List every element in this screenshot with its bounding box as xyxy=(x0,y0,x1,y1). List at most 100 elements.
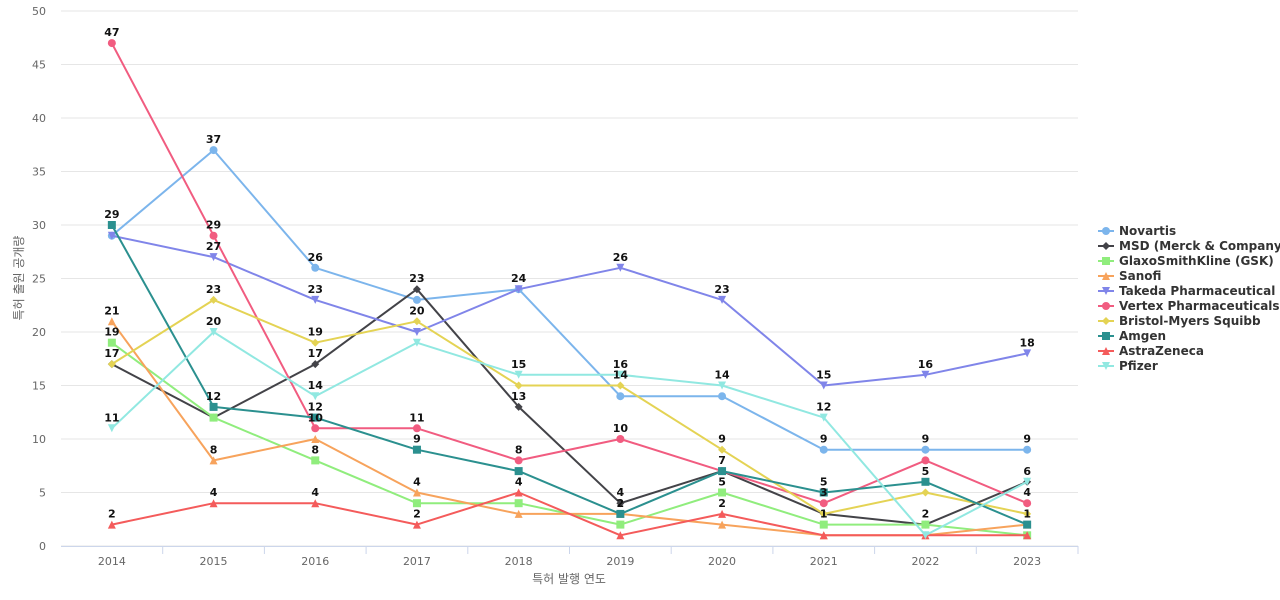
legend-item[interactable]: Sanofi xyxy=(1098,269,1161,283)
data-point[interactable] xyxy=(819,531,828,540)
data-point[interactable] xyxy=(718,381,727,390)
data-label: 23 xyxy=(409,272,424,285)
data-point[interactable] xyxy=(514,509,523,518)
data-point[interactable] xyxy=(311,456,320,465)
data-point[interactable] xyxy=(921,456,930,465)
legend-item[interactable]: AstraZeneca xyxy=(1098,344,1204,358)
data-point[interactable] xyxy=(819,445,828,454)
data-point[interactable] xyxy=(819,381,828,390)
data-point[interactable] xyxy=(819,413,828,422)
data-point[interactable] xyxy=(616,263,625,272)
data-point[interactable] xyxy=(209,231,218,240)
data-point[interactable] xyxy=(209,253,218,262)
data-point[interactable] xyxy=(514,467,523,476)
data-point[interactable] xyxy=(718,392,727,401)
data-point[interactable] xyxy=(819,499,828,508)
data-point[interactable] xyxy=(209,146,218,155)
data-point[interactable] xyxy=(1023,477,1032,486)
legend-item[interactable]: MSD (Merck & Company) xyxy=(1098,239,1280,253)
data-point[interactable] xyxy=(412,328,421,336)
data-point[interactable] xyxy=(921,477,930,486)
data-point[interactable] xyxy=(1023,499,1032,508)
data-point[interactable] xyxy=(514,370,523,379)
data-point[interactable] xyxy=(311,338,320,347)
data-point[interactable] xyxy=(311,424,320,433)
data-point[interactable] xyxy=(412,338,421,347)
data-point[interactable] xyxy=(616,392,625,401)
data-point[interactable] xyxy=(819,520,828,529)
data-point[interactable] xyxy=(616,435,625,443)
legend-swatch-marker xyxy=(1102,242,1110,250)
data-point[interactable] xyxy=(514,402,523,411)
data-label: 9 xyxy=(922,433,930,446)
data-point[interactable] xyxy=(921,531,930,540)
data-point[interactable] xyxy=(616,381,625,390)
data-point[interactable] xyxy=(412,499,421,508)
data-point[interactable] xyxy=(209,328,218,336)
legend-item[interactable]: Amgen xyxy=(1098,329,1166,343)
data-point[interactable] xyxy=(412,445,421,454)
data-point[interactable] xyxy=(1023,520,1032,529)
data-point[interactable] xyxy=(107,221,116,229)
data-point[interactable] xyxy=(616,520,625,529)
data-point[interactable] xyxy=(514,381,523,390)
data-point[interactable] xyxy=(209,295,218,304)
legend-item[interactable]: Bristol-Myers Squibb xyxy=(1098,314,1261,328)
data-point[interactable] xyxy=(107,360,116,369)
data-point[interactable] xyxy=(311,392,320,401)
data-point[interactable] xyxy=(819,488,828,497)
data-point[interactable] xyxy=(311,435,320,443)
data-point[interactable] xyxy=(819,509,828,518)
legend-item[interactable]: Novartis xyxy=(1098,224,1176,238)
legend-item[interactable]: GlaxoSmithKline (GSK) xyxy=(1098,254,1274,268)
data-label: 12 xyxy=(206,390,221,403)
data-point[interactable] xyxy=(107,39,116,48)
data-point[interactable] xyxy=(412,488,421,497)
legend-item[interactable]: Vertex Pharmaceuticals xyxy=(1098,299,1280,313)
data-point[interactable] xyxy=(718,445,727,454)
data-point[interactable] xyxy=(921,488,930,497)
data-point[interactable] xyxy=(412,520,421,529)
data-point[interactable] xyxy=(616,499,625,508)
data-point[interactable] xyxy=(514,456,523,465)
data-point[interactable] xyxy=(921,445,930,454)
legend-item[interactable]: Pfizer xyxy=(1098,359,1158,373)
data-point[interactable] xyxy=(209,402,218,411)
data-point[interactable] xyxy=(718,520,727,529)
data-point[interactable] xyxy=(412,424,421,433)
data-point[interactable] xyxy=(514,499,523,508)
data-point[interactable] xyxy=(718,509,727,518)
legend-item[interactable]: Takeda Pharmaceutical xyxy=(1098,284,1275,298)
data-point[interactable] xyxy=(107,424,116,433)
data-point[interactable] xyxy=(311,413,320,422)
data-point[interactable] xyxy=(209,456,218,465)
data-point[interactable] xyxy=(311,263,320,272)
data-point[interactable] xyxy=(718,295,727,304)
data-point[interactable] xyxy=(514,285,523,294)
data-point[interactable] xyxy=(311,499,320,508)
data-point[interactable] xyxy=(921,520,930,529)
data-point[interactable] xyxy=(107,317,116,326)
data-point[interactable] xyxy=(1023,531,1032,540)
data-point[interactable] xyxy=(107,338,116,347)
data-point[interactable] xyxy=(311,360,320,369)
data-point[interactable] xyxy=(1023,349,1032,358)
data-point[interactable] xyxy=(514,488,523,497)
data-point[interactable] xyxy=(107,520,116,529)
data-point[interactable] xyxy=(311,295,320,304)
data-point[interactable] xyxy=(718,467,727,476)
data-point[interactable] xyxy=(616,509,625,518)
data-point[interactable] xyxy=(616,370,625,379)
data-point[interactable] xyxy=(921,370,930,379)
data-point[interactable] xyxy=(412,285,421,294)
data-point[interactable] xyxy=(718,488,727,497)
data-point[interactable] xyxy=(412,295,421,304)
data-point[interactable] xyxy=(209,499,218,508)
data-point[interactable] xyxy=(1023,445,1032,454)
data-point[interactable] xyxy=(209,413,218,422)
data-point[interactable] xyxy=(1023,509,1032,518)
data-point[interactable] xyxy=(412,317,421,326)
data-point[interactable] xyxy=(107,231,116,240)
data-point[interactable] xyxy=(616,531,625,540)
